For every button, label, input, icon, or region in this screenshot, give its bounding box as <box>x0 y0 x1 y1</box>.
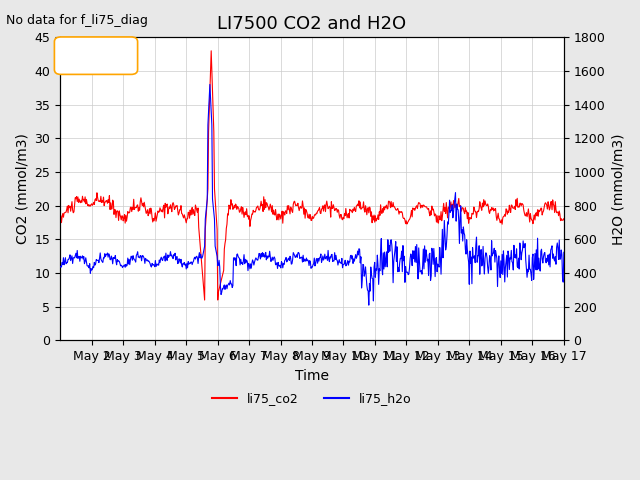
Title: LI7500 CO2 and H2O: LI7500 CO2 and H2O <box>218 15 406 33</box>
Legend: li75_co2, li75_h2o: li75_co2, li75_h2o <box>207 387 417 410</box>
X-axis label: Time: Time <box>295 369 329 383</box>
Text: No data for f_li75_diag: No data for f_li75_diag <box>6 14 148 27</box>
Y-axis label: H2O (mmol/m3): H2O (mmol/m3) <box>611 133 625 245</box>
Text: EE_flux: EE_flux <box>74 49 118 62</box>
Y-axis label: CO2 (mmol/m3): CO2 (mmol/m3) <box>15 133 29 244</box>
